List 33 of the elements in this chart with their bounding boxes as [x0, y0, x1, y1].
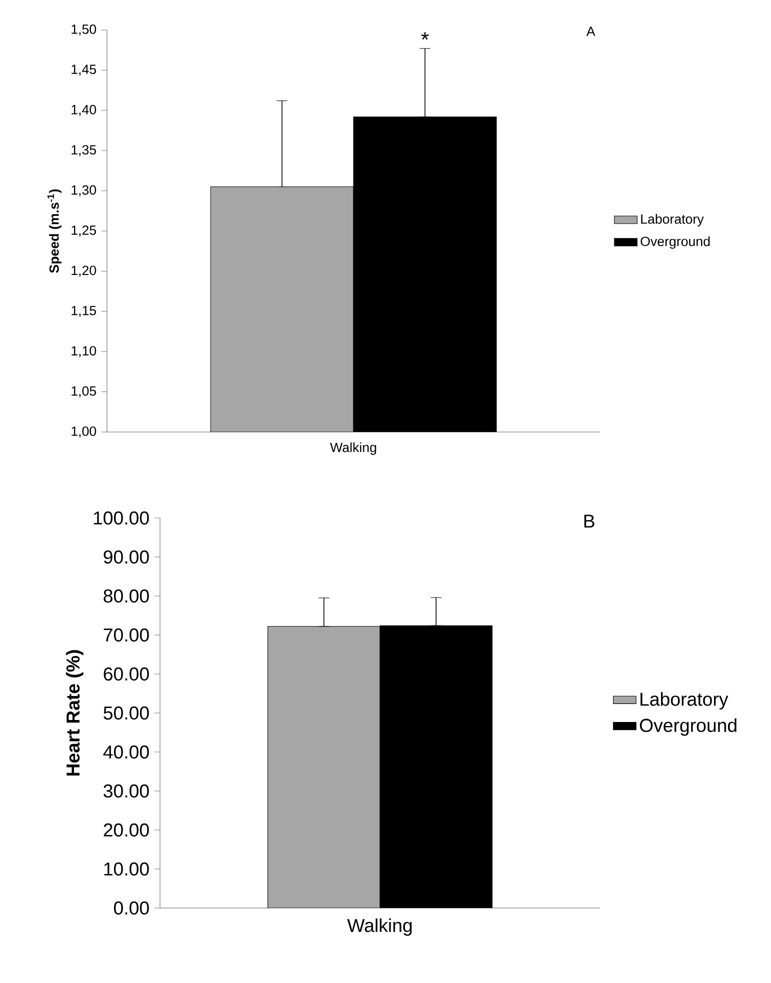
y-tick-label: 1,10	[72, 346, 96, 358]
legend-label: Laboratory	[640, 692, 728, 710]
y-tick-label: 50.00	[104, 706, 149, 720]
y-axis-title: Heart Rate (%)	[66, 650, 84, 776]
y-tick-label: 1,40	[72, 104, 96, 116]
y-tick-label: 60.00	[104, 667, 149, 681]
y-tick-label: 40.00	[103, 745, 149, 759]
y-tick-label: 10.00	[104, 862, 149, 876]
y-tick-label: 1,25	[72, 225, 96, 237]
x-tick-label: Walking	[330, 442, 376, 455]
x-tick-label: Walking	[347, 918, 412, 936]
y-tick-label: 1,35	[72, 145, 96, 156]
y-tick-label: 1,45	[72, 64, 96, 76]
y-tick-label: 90.00	[104, 550, 149, 564]
y-tick-label: 1,15	[72, 306, 96, 317]
y-tick-label: 0.00	[114, 901, 149, 915]
legend-label: Laboratory	[641, 214, 704, 226]
y-tick-label: 80.00	[104, 589, 149, 603]
y-tick-label: 1,20	[72, 266, 96, 277]
legend-label: Overground	[640, 718, 736, 736]
y-tick-label: 1,50	[72, 24, 96, 36]
y-tick-label: 1,30	[72, 185, 96, 196]
y-tick-label: 70.00	[104, 628, 149, 642]
chart-title: B	[584, 514, 594, 528]
y-tick-label: 20.00	[104, 823, 149, 837]
y-tick-label: 1,05	[72, 386, 96, 398]
y-axis-title: Speed (m.s$^{-1}$)	[47, 189, 62, 273]
y-tick-label: 30.00	[104, 784, 149, 798]
y-tick-label: 100.00	[94, 511, 149, 525]
legend-label: Overground	[640, 236, 710, 249]
annotation: *	[421, 32, 429, 40]
chart-title: A	[586, 26, 596, 36]
y-tick-label: 1,00	[72, 426, 96, 438]
